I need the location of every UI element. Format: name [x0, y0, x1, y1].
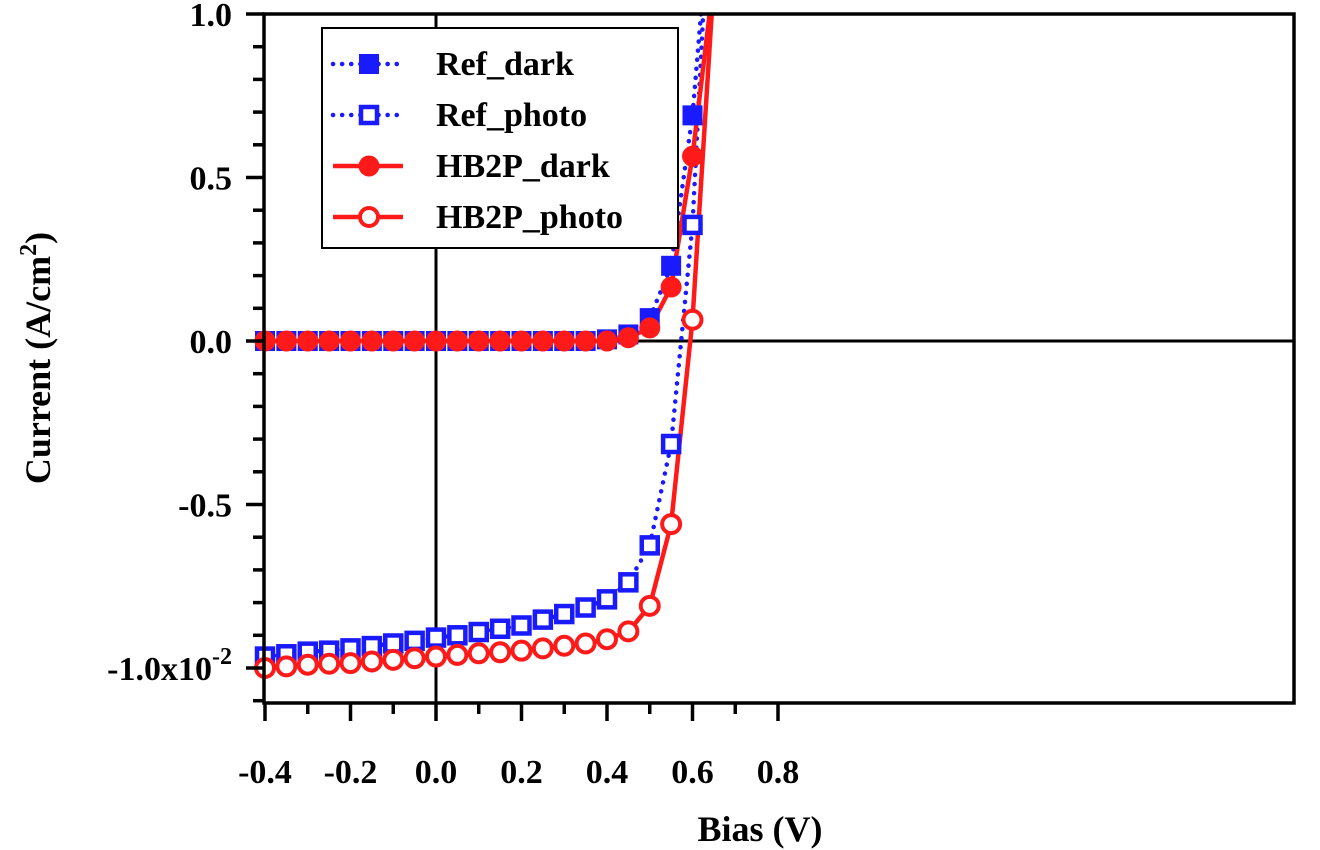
data-point-ref-photo: [639, 535, 660, 556]
data-point-ref-photo: [404, 630, 425, 652]
data-point-hb2p-dark: [340, 330, 361, 352]
data-point-hb2p-photo: [382, 648, 405, 671]
data-point-ref-photo: [511, 615, 532, 636]
y-axis-title-end: ): [18, 232, 58, 244]
data-point-hb2p-photo: [638, 594, 661, 617]
y-tick-label: 0.0: [190, 324, 233, 361]
data-point-hb2p-dark: [553, 330, 575, 352]
data-point-hb2p-dark: [660, 276, 682, 298]
legend-marker: [358, 155, 380, 177]
data-point-hb2p-dark: [275, 330, 297, 352]
legend-marker: [359, 54, 379, 74]
legend-label: HB2P_dark: [436, 148, 610, 185]
series-line-hb2p-dark: [265, 14, 712, 344]
data-point-hb2p-photo: [318, 652, 341, 675]
data-point-hb2p-photo: [446, 643, 469, 666]
data-point-hb2p-dark: [318, 330, 340, 352]
data-point-ref-photo: [660, 433, 682, 455]
data-point-hb2p-photo: [660, 513, 683, 536]
y-axis-tick-labels: 1.0 0.5 0.0 -0.5 -1.0x10-2: [107, 0, 232, 688]
y-tick-label: -0.5: [178, 488, 232, 525]
y-axis-title-main: Current (A/cm: [18, 256, 58, 484]
data-point-ref-photo: [618, 572, 639, 593]
data-point-ref-photo: [554, 603, 575, 625]
data-point-hb2p-photo: [553, 634, 576, 657]
data-point-hb2p-dark: [682, 145, 703, 167]
y-axis-ticks: [246, 12, 264, 703]
legend-marker: [358, 206, 380, 228]
y-axis-title-sup: 2: [16, 244, 42, 256]
data-point-hb2p-photo: [275, 655, 298, 678]
data-point-hb2p-dark: [639, 317, 661, 339]
data-point-hb2p-dark: [446, 330, 468, 352]
data-point-ref-photo: [489, 618, 511, 640]
legend-label: Ref_photo: [436, 97, 587, 134]
data-point-ref-photo: [682, 214, 703, 236]
data-point-hb2p-photo: [425, 645, 447, 668]
data-point-hb2p-photo: [574, 632, 597, 655]
data-point-ref-photo: [447, 625, 468, 646]
data-point-hb2p-photo: [489, 641, 512, 664]
data-point-hb2p-dark: [596, 330, 618, 352]
data-point-hb2p-photo: [531, 637, 554, 660]
data-point-ref-photo: [468, 621, 489, 643]
x-tick-label: 0.4: [586, 754, 629, 791]
y-tick-label-exponent: -2: [212, 644, 232, 670]
x-tick-label: -0.2: [324, 754, 378, 791]
legend: Ref_dark Ref_photo HB2P_dark HB2P_photo: [321, 27, 679, 249]
data-point-hb2p-photo: [339, 652, 362, 675]
legend-box: [321, 27, 679, 249]
data-point-ref-photo: [596, 589, 618, 610]
y-tick-label-base: -1.0x10: [107, 651, 212, 688]
x-tick-label: 0.8: [757, 754, 800, 791]
data-point-hb2p-dark: [468, 330, 490, 352]
x-axis-ticks: [263, 703, 780, 721]
x-tick-label: 0.6: [671, 754, 714, 791]
y-tick-label: -1.0x10-2: [107, 644, 232, 688]
x-tick-label: -0.4: [238, 754, 292, 791]
y-tick-label: 1.0: [190, 0, 233, 34]
data-point-hb2p-photo: [296, 653, 319, 676]
data-point-hb2p-photo: [403, 647, 426, 670]
data-point-hb2p-dark: [532, 330, 554, 352]
data-point-hb2p-dark: [297, 330, 319, 352]
series-line-ref-photo: [264, 14, 706, 659]
y-tick-label: 0.5: [190, 161, 233, 198]
y-axis-title: Current (A/cm2): [16, 232, 58, 484]
data-point-hb2p-photo: [510, 639, 533, 662]
data-point-hb2p-dark: [575, 330, 597, 352]
data-point-hb2p-dark: [489, 330, 511, 352]
data-point-hb2p-dark: [382, 330, 404, 352]
data-point-hb2p-dark: [361, 330, 383, 352]
data-point-hb2p-dark: [617, 327, 639, 349]
data-point-hb2p-dark: [425, 330, 447, 352]
data-point-ref-photo: [532, 609, 554, 630]
data-point-ref-photo: [575, 597, 596, 618]
data-point-hb2p-photo: [467, 642, 490, 665]
data-point-hb2p-dark: [511, 330, 532, 352]
legend-marker: [358, 104, 380, 126]
x-axis-title: Bias (V): [698, 809, 823, 849]
legend-label: HB2P_photo: [436, 199, 623, 236]
x-tick-label: 0.0: [415, 754, 458, 791]
data-point-hb2p-photo: [617, 620, 640, 643]
data-point-ref-photo: [425, 627, 447, 648]
data-point-hb2p-dark: [404, 330, 426, 352]
legend-label: Ref_dark: [436, 46, 574, 83]
data-point-ref-dark: [682, 105, 703, 126]
data-point-ref-dark: [661, 255, 682, 276]
x-axis-tick-labels: -0.4 -0.2 0.0 0.2 0.4 0.6 0.8: [238, 754, 799, 791]
data-point-hb2p-photo: [360, 650, 383, 673]
x-tick-label: 0.2: [500, 754, 543, 791]
data-point-hb2p-photo: [681, 308, 704, 331]
data-point-hb2p-photo: [596, 628, 618, 651]
